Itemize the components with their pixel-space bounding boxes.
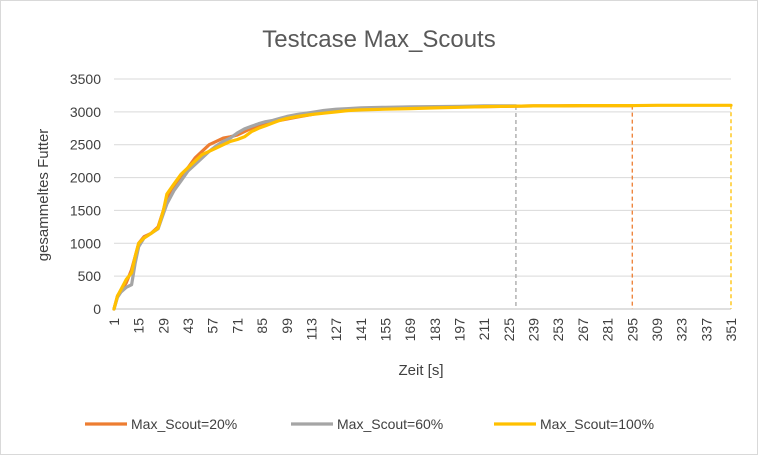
series-2-line (112, 104, 518, 311)
x-tick-label: 267 (575, 318, 591, 342)
legend-label-1: Max_Scout=20% (131, 416, 237, 432)
x-tick-label: 323 (674, 318, 690, 342)
x-tick-label: 127 (328, 318, 344, 342)
x-tick-labels: 1 15 29 43 57 71 85 99 113 127 141 155 169 183 197 211 2… (106, 318, 739, 342)
y-tick-label: 500 (78, 268, 102, 284)
x-tick-label: 113 (303, 318, 319, 341)
x-tick-label: 15 (131, 318, 147, 334)
y-axis-title: gesammeltes Futter (35, 129, 52, 262)
x-tick-label: 253 (550, 318, 566, 342)
y-tick-label: 3000 (70, 104, 101, 120)
x-tick-label: 85 (254, 318, 270, 334)
series-1-line (112, 103, 634, 311)
y-tick-label: 2500 (70, 137, 101, 153)
x-tick-label: 183 (427, 318, 443, 342)
x-tick-label: 211 (476, 318, 492, 341)
x-tick-label: 351 (723, 318, 739, 342)
series-3-line (112, 103, 733, 311)
legend-label-3: Max_Scout=100% (540, 416, 654, 432)
x-tick-label: 197 (452, 318, 468, 342)
x-tick-label: 281 (600, 318, 616, 342)
y-tick-label: 0 (93, 301, 101, 317)
y-tick-label: 1000 (70, 235, 101, 251)
gridlines (114, 78, 731, 310)
x-tick-label: 57 (205, 318, 221, 334)
x-tick-label: 239 (526, 318, 542, 342)
y-tick-label: 2000 (70, 170, 101, 186)
x-tick-label: 141 (353, 318, 369, 342)
end-droplines (515, 105, 732, 309)
y-tick-labels: 0 500 1000 1500 2000 2500 3000 3500 (70, 71, 101, 317)
x-tick-label: 225 (501, 318, 517, 342)
series-lines (112, 103, 733, 311)
legend: Max_Scout=20% Max_Scout=60% Max_Scout=100% (85, 416, 654, 432)
x-tick-label: 71 (229, 318, 245, 334)
x-axis-title: Zeit [s] (398, 362, 443, 379)
x-tick-label: 43 (180, 318, 196, 334)
x-tick-label: 29 (155, 318, 171, 334)
legend-label-2: Max_Scout=60% (337, 416, 443, 432)
x-tick-label: 337 (698, 318, 714, 342)
chart-title: Testcase Max_Scouts (262, 26, 495, 53)
x-tick-label: 99 (279, 318, 295, 334)
y-tick-label: 3500 (70, 71, 101, 87)
x-tick-label: 295 (624, 318, 640, 342)
x-tick-label: 309 (649, 318, 665, 342)
y-tick-label: 1500 (70, 202, 101, 218)
x-tick-label: 155 (377, 318, 393, 342)
x-tick-label: 1 (106, 318, 122, 326)
x-tick-label: 169 (402, 318, 418, 342)
